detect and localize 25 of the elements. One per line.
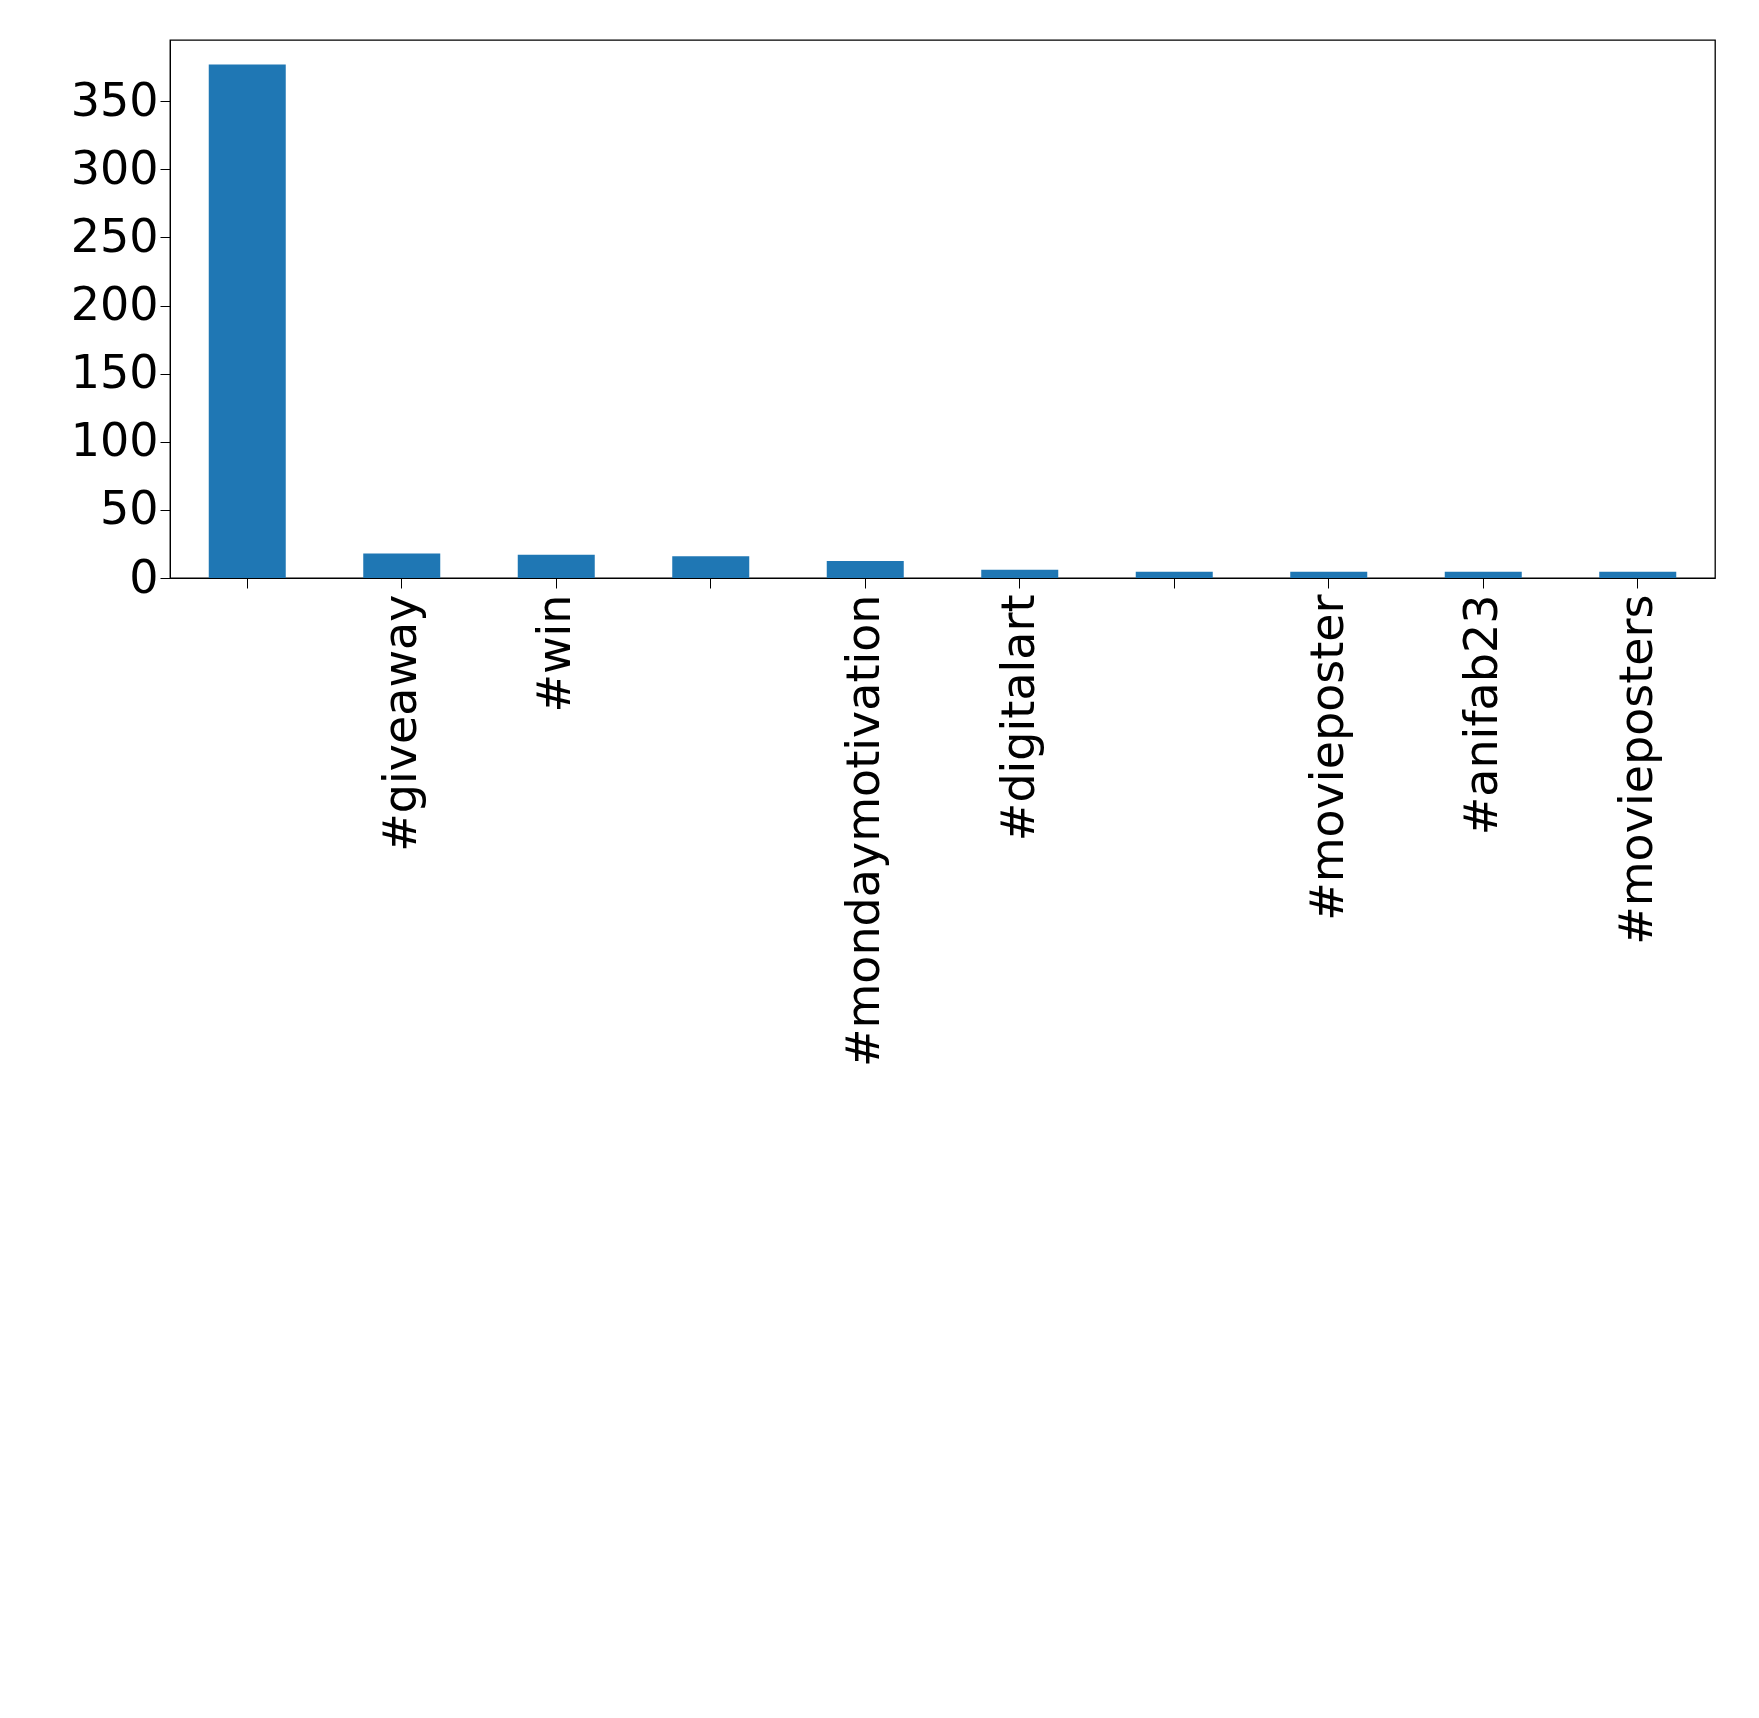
x-tick-label: #win — [527, 594, 582, 713]
bar — [826, 560, 904, 578]
x-tick-label: #digitalart — [990, 594, 1045, 842]
y-tick-label: 350 — [70, 72, 159, 127]
x-tick-label: #mondaymotivation — [836, 594, 891, 1068]
bar — [672, 556, 750, 578]
x-tick-label: #giveaway — [372, 594, 427, 852]
bar — [208, 64, 286, 578]
bar — [1599, 571, 1677, 578]
bar — [1444, 571, 1522, 578]
bar — [981, 569, 1059, 578]
x-tick-label: #movieposter — [1299, 594, 1354, 921]
bar — [1135, 571, 1213, 578]
y-tick-label: 0 — [129, 549, 159, 604]
bar — [1290, 571, 1368, 578]
y-tick-label: 300 — [70, 140, 159, 195]
y-tick-label: 100 — [70, 413, 159, 468]
y-tick-label: 200 — [70, 277, 159, 332]
x-tick-label: #anifab23 — [1454, 594, 1509, 836]
bar — [363, 553, 441, 578]
x-tick-label: #movieposters — [1608, 594, 1663, 945]
bar — [517, 554, 595, 578]
y-tick-label: 250 — [70, 208, 159, 263]
y-tick-label: 150 — [70, 345, 159, 400]
y-tick-label: 50 — [99, 481, 159, 536]
